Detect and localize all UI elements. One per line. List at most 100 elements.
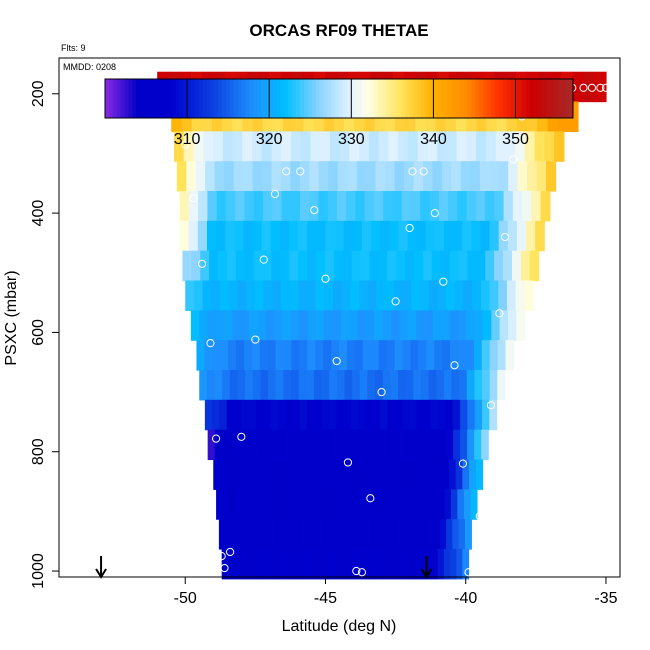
heatmap-cell [508, 161, 519, 192]
heatmap-cell [199, 310, 209, 341]
y-tick-label: 1000 [30, 553, 47, 589]
heatmap-cell [397, 429, 405, 461]
heatmap-cell [280, 161, 292, 192]
heatmap-cell [495, 131, 507, 162]
heatmap-cell [179, 220, 190, 252]
heatmap-cell [243, 220, 254, 252]
heatmap-cell [359, 489, 367, 520]
colorbar-segment [397, 79, 402, 118]
heatmap-cell [360, 250, 371, 282]
heatmap-cell [489, 370, 498, 401]
heatmap-cell [416, 310, 426, 341]
heatmap-cell [326, 548, 334, 580]
heatmap-cell [299, 340, 308, 371]
heatmap-cell [443, 370, 453, 401]
heatmap-cell [338, 519, 346, 550]
heatmap-cell [333, 280, 343, 311]
heatmap-cell [390, 370, 399, 401]
heatmap-cell [446, 519, 453, 550]
observation-marker [343, 458, 353, 467]
heatmap-cell [527, 161, 538, 192]
heatmap-cell [251, 131, 263, 162]
heatmap-cell [255, 399, 264, 431]
heatmap-cell [465, 340, 475, 371]
heatmap-cell [462, 548, 470, 580]
heatmap-cell [234, 548, 241, 580]
heatmap-cell [300, 459, 309, 490]
heatmap-cell [400, 548, 408, 580]
observation-marker [332, 356, 341, 366]
heatmap-cell [264, 548, 272, 580]
heatmap-cell [290, 370, 300, 401]
observation-marker [321, 274, 330, 283]
heatmap-cell [489, 280, 499, 311]
heatmap-cell [402, 280, 412, 311]
heatmap-cell [503, 250, 513, 282]
heatmap-cell [479, 161, 490, 192]
heatmap-cell [480, 280, 491, 311]
heatmap-cell [408, 459, 416, 490]
heatmap-cell [260, 459, 268, 490]
plot-frame [58, 57, 621, 578]
heatmap-cell [283, 340, 293, 371]
heatmap-cell [261, 220, 272, 252]
heatmap-cell [379, 399, 388, 431]
heatmap-cell [583, 71, 596, 103]
heatmap-cell [437, 548, 445, 580]
heatmap-cell [448, 459, 457, 490]
heatmap-cell [453, 429, 461, 461]
heatmap-cell [199, 370, 208, 401]
heatmap-cell [451, 370, 460, 401]
heatmap-cell [511, 250, 522, 282]
heatmap-cell [174, 131, 185, 162]
heatmap-cell [294, 519, 302, 550]
heatmap-cell [368, 429, 377, 461]
heatmap-cell [262, 191, 273, 222]
heatmap-cell [437, 489, 445, 520]
heatmap-cell [375, 370, 384, 401]
heatmap-cell [439, 429, 447, 461]
heatmap-cell [376, 519, 384, 550]
observation-marker [211, 434, 221, 443]
heatmap-cell [382, 429, 391, 461]
observation-marker [464, 568, 473, 577]
heatmap-cell [252, 220, 263, 252]
colorbar-segment [319, 79, 324, 118]
heatmap-cell [228, 429, 237, 461]
heatmap-cell [338, 548, 346, 580]
heatmap-cell [235, 429, 244, 461]
colorbar-segment [315, 79, 320, 118]
heatmap-cell [345, 548, 352, 580]
heatmap-cell [499, 310, 509, 341]
observation-marker [259, 255, 268, 264]
colorbar-segment [417, 79, 422, 118]
heatmap-cell [275, 370, 284, 401]
heatmap-cell [320, 459, 329, 490]
colorbar-tick-label: 350 [502, 131, 529, 148]
heatmap-cell [295, 548, 303, 580]
colorbar-segment [420, 79, 426, 118]
heatmap-cell [256, 429, 265, 461]
heatmap-cell [179, 191, 190, 222]
colorbar-segment [124, 79, 129, 118]
heatmap-cell [358, 399, 366, 431]
heatmap-cell [474, 399, 483, 431]
heatmap-cell [443, 548, 451, 580]
heatmap-cell [472, 280, 482, 311]
colorbar-segment [346, 79, 352, 118]
colorbar-segment [432, 79, 437, 118]
observation-marker [220, 563, 229, 573]
heatmap-cell [450, 548, 457, 580]
heatmap-cell [318, 161, 329, 192]
heatmap-cell [457, 191, 468, 222]
heatmap-cell [471, 220, 482, 252]
heatmap-cell [505, 340, 515, 371]
heatmap-cell [421, 459, 430, 490]
heatmap-cell [320, 489, 328, 520]
colorbar-segment [557, 79, 562, 118]
heatmap-cell [450, 340, 459, 371]
heatmap-cell [359, 131, 370, 162]
heatmap-cell [252, 548, 260, 580]
heatmap-cell [308, 548, 315, 580]
heatmap-cell [466, 310, 476, 341]
